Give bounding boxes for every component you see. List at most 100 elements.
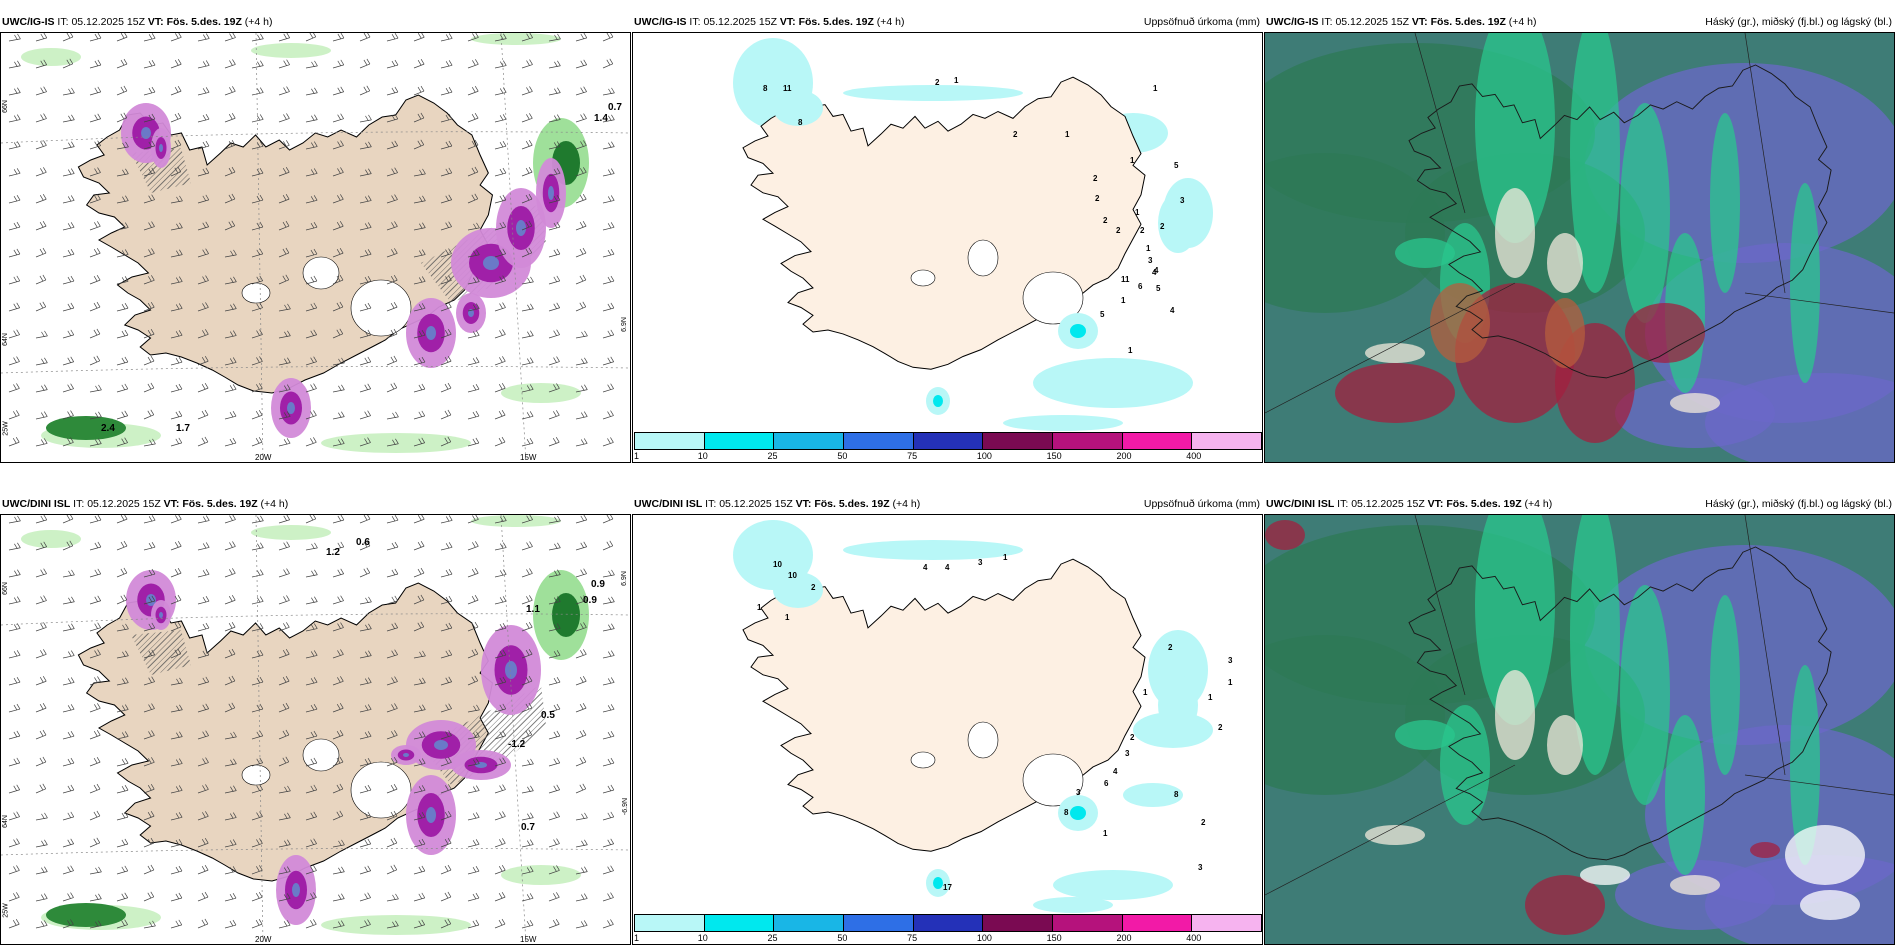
- precip-value-label: 4: [923, 563, 928, 572]
- colorbar-label: 75: [907, 451, 918, 461]
- precip-value-label: 4: [945, 563, 950, 572]
- panel-cloud-bottom: UWC/DINI ISL IT: 05.12.2025 15Z VT: Fös.…: [1264, 498, 1895, 945]
- wind-barb-icon: [8, 515, 615, 929]
- colorbar-swatch: [635, 915, 705, 931]
- axis-label-lon1: 20W: [255, 453, 272, 462]
- colorbar-swatch: [844, 433, 914, 449]
- precip-value-label: 5: [1156, 284, 1161, 293]
- panel-cloud-top: UWC/IG-IS IT: 05.12.2025 15Z VT: Fös. 5.…: [1264, 16, 1895, 463]
- colorbar-label: 1: [634, 451, 640, 461]
- panel-header: UWC/IG-IS IT: 05.12.2025 15Z VT: Fös. 5.…: [634, 16, 1260, 28]
- precip-value-label: 1: [1065, 130, 1070, 139]
- axis-label-lat-right-bot: -6.9N: [622, 797, 630, 816]
- precip-value-label: 1: [954, 76, 959, 85]
- wind-value-label: 0.6: [356, 537, 370, 548]
- precip-value-label: 2: [935, 78, 940, 87]
- colorbar-label: 200: [1116, 451, 1132, 461]
- precip-value-label: 1: [1103, 829, 1108, 838]
- panel-header: UWC/DINI ISL IT: 05.12.2025 15Z VT: Fös.…: [1266, 498, 1892, 510]
- precip-value-label: 1: [1143, 688, 1148, 697]
- colorbar-swatch: [913, 433, 984, 449]
- axis-label-lat1: 66N: [1, 582, 9, 595]
- precip-value-label: 2: [1093, 174, 1098, 183]
- precip-value-label: 2: [1013, 130, 1018, 139]
- colorbar-label: 100: [976, 933, 992, 943]
- cloud-map: [1265, 33, 1894, 462]
- colorbar-swatch: [983, 915, 1054, 931]
- axis-label-lon2: 15W: [520, 453, 537, 462]
- precip-value-label: 2: [1103, 216, 1108, 225]
- precip-value-label: 4: [1154, 266, 1159, 275]
- precip-value-label: 5: [1174, 161, 1179, 170]
- cloud-map: [1265, 515, 1894, 944]
- axis-label-lat3: 25W: [2, 421, 10, 436]
- axis-label-lat1: 66N: [1, 100, 9, 113]
- precip-value-label: 2: [1140, 226, 1145, 235]
- panel-wind-bottom: UWC/DINI ISL IT: 05.12.2025 15Z VT: Fös.…: [0, 498, 631, 945]
- wind-value-label: 0.9: [583, 595, 597, 606]
- colorbar-swatch: [774, 915, 845, 931]
- colorbar-swatch: [1053, 433, 1123, 449]
- wind-map: 0.6 1.2 0.9 0.9 1.1 0.5 -1.2 0.7: [1, 515, 630, 944]
- wind-value-label: 0.5: [541, 710, 555, 721]
- wind-value-label: 0.9: [591, 579, 605, 590]
- colorbar-swatch: [1192, 433, 1262, 449]
- precip-value-label: 2: [1116, 226, 1121, 235]
- precip-value-label: 1: [1121, 296, 1126, 305]
- axis-label-lat-right: 6.9N: [620, 317, 628, 332]
- precip-value-label: 3: [1180, 196, 1185, 205]
- model-name: UWC/IG-IS: [2, 16, 55, 28]
- precip-value-label: 3: [1076, 788, 1081, 797]
- precip-value-label: 2: [811, 583, 816, 592]
- precip-value-label: 11: [783, 84, 792, 93]
- colorbar-label: 200: [1116, 933, 1132, 943]
- precip-value-label: 1: [1146, 244, 1151, 253]
- precip-value-label: 1: [1135, 208, 1140, 217]
- axis-label-lon1: 20W: [255, 935, 272, 944]
- colorbar-swatch: [635, 433, 705, 449]
- panel-header: UWC/IG-IS IT: 05.12.2025 15Z VT: Fös. 5.…: [1266, 16, 1892, 28]
- wind-value-label: 1.4: [594, 113, 608, 124]
- axis-label-lat2: 64N: [1, 815, 9, 828]
- precip-value-label: 1: [785, 613, 790, 622]
- precip-value-label: 10: [773, 560, 782, 569]
- precip-value-label: 1: [757, 603, 762, 612]
- precip-value-label: 3: [1125, 749, 1130, 758]
- panel-header: UWC/IG-IS IT: 05.12.2025 15Z VT: Fös. 5.…: [2, 16, 273, 28]
- colorbar-label: 50: [837, 933, 848, 943]
- panel-precip-bottom: UWC/DINI ISL IT: 05.12.2025 15Z VT: Fös.…: [632, 498, 1263, 945]
- precip-value-label: 4: [1113, 767, 1118, 776]
- precip-value-label: 17: [943, 883, 952, 892]
- colorbar-swatch: [1122, 433, 1193, 449]
- colorbar-swatch: [704, 915, 775, 931]
- colorbar-label: 1: [634, 933, 640, 943]
- wind-value-label: 1.7: [176, 423, 190, 434]
- colorbar-swatch: [1053, 915, 1123, 931]
- panel-precip-top: UWC/IG-IS IT: 05.12.2025 15Z VT: Fös. 5.…: [632, 16, 1263, 463]
- precip-value-label: 4: [1170, 306, 1175, 315]
- precip-value-label: 1: [1128, 346, 1133, 355]
- wind-value-label: 0.7: [608, 102, 622, 113]
- colorbar: [634, 432, 1262, 450]
- colorbar-label: 10: [697, 451, 708, 461]
- precip-value-label: 5: [1100, 310, 1105, 319]
- precip-value-label: 1: [1130, 156, 1135, 165]
- colorbar-swatch: [983, 433, 1054, 449]
- wind-map: 0.71.4 2.4 1.7: [1, 33, 630, 462]
- axis-label-lat2: 64N: [1, 333, 9, 346]
- wind-value-label: 1.2: [326, 547, 340, 558]
- precip-value-label: 3: [1148, 256, 1153, 265]
- precip-value-label: 11: [1121, 275, 1130, 284]
- precip-value-label: 2: [1168, 643, 1173, 652]
- precip-value-label: 3: [1198, 863, 1203, 872]
- wind-value-label: -1.2: [508, 739, 526, 750]
- precip-value-label: 2: [1201, 818, 1206, 827]
- colorbar: [634, 914, 1262, 932]
- colorbar-label: 100: [976, 451, 992, 461]
- axis-label-lat-right: 6.9N: [620, 571, 628, 586]
- precip-value-label: 6: [1138, 282, 1143, 291]
- precip-value-label: 3: [978, 558, 983, 567]
- precip-value-label: 8: [1174, 790, 1179, 799]
- colorbar-label: 75: [907, 933, 918, 943]
